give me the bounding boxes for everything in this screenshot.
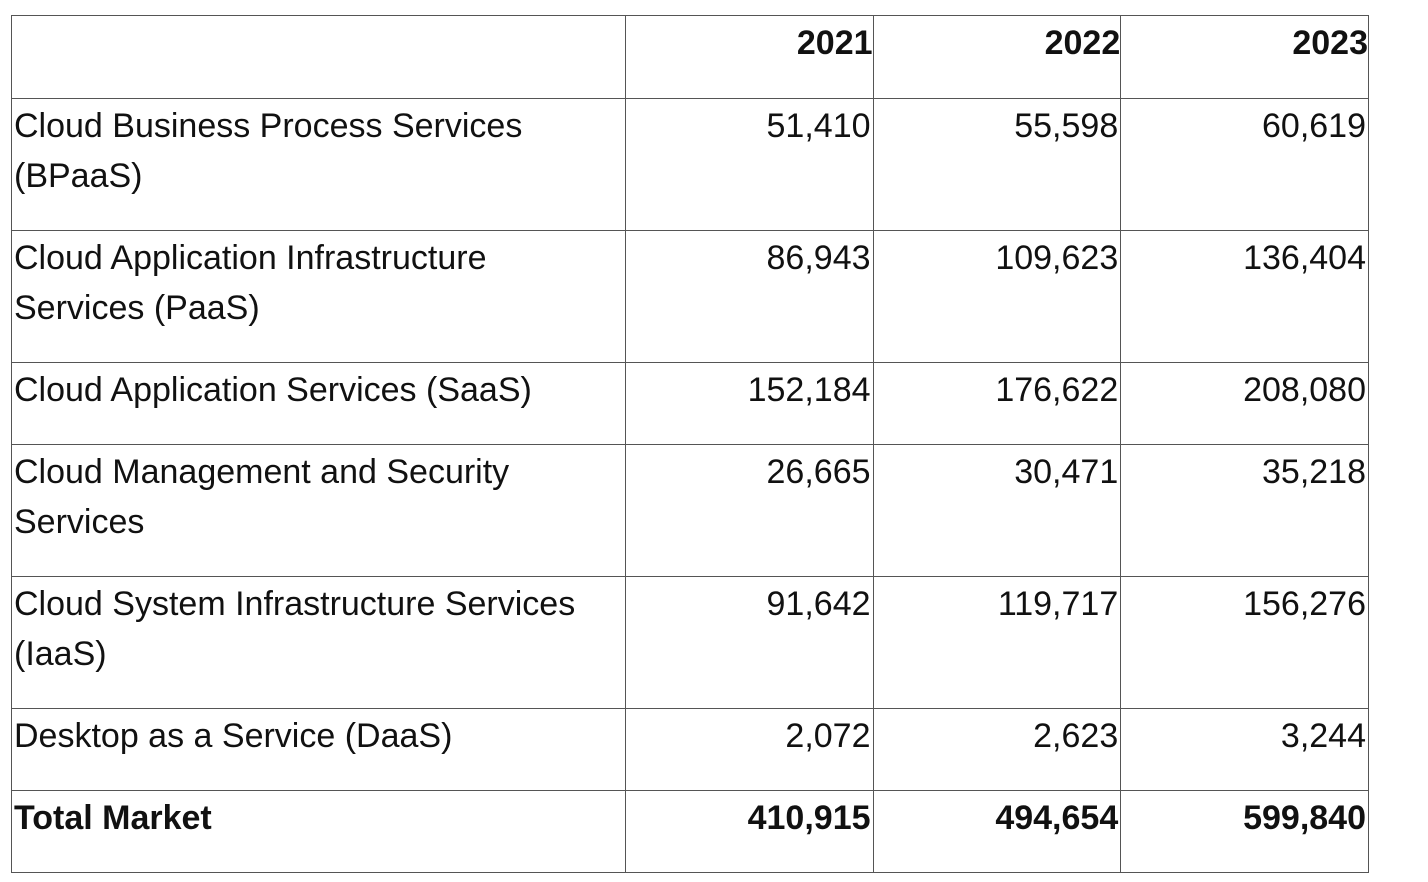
- cell-value: 2,623: [872, 708, 1122, 791]
- header-corner-cell: [11, 15, 626, 99]
- row-label: Cloud Management and Security Services: [11, 444, 626, 577]
- cell-value: 176,622: [872, 362, 1122, 445]
- cell-value: 55,598: [872, 98, 1122, 231]
- row-label: Cloud Application Infrastructure Service…: [11, 230, 626, 363]
- cell-value: 86,943: [624, 230, 874, 363]
- table-row: Cloud Application Services (SaaS) 152,18…: [11, 362, 1369, 445]
- cell-value: 109,623: [872, 230, 1122, 363]
- cell-value: 2,072: [624, 708, 874, 791]
- cell-value: 156,276: [1120, 576, 1369, 709]
- cloud-services-table: 2021 2022 2023 Cloud Business Process Se…: [11, 15, 1369, 873]
- cell-value: 208,080: [1120, 362, 1369, 445]
- row-label: Cloud Business Process Services (BPaaS): [11, 98, 626, 231]
- cell-value: 35,218: [1120, 444, 1369, 577]
- cell-value: 136,404: [1120, 230, 1369, 363]
- cell-value: 51,410: [624, 98, 874, 231]
- header-year-2021: 2021: [624, 15, 874, 99]
- table-row: Desktop as a Service (DaaS) 2,072 2,623 …: [11, 708, 1369, 791]
- cell-value: 26,665: [624, 444, 874, 577]
- cell-value: 91,642: [624, 576, 874, 709]
- total-value: 599,840: [1120, 790, 1369, 873]
- row-label: Cloud Application Services (SaaS): [11, 362, 626, 445]
- row-label: Desktop as a Service (DaaS): [11, 708, 626, 791]
- header-row: 2021 2022 2023: [11, 15, 1369, 99]
- table-row: Cloud System Infrastructure Services (Ia…: [11, 576, 1369, 709]
- cell-value: 119,717: [872, 576, 1122, 709]
- table-row: Cloud Business Process Services (BPaaS) …: [11, 98, 1369, 231]
- cell-value: 30,471: [872, 444, 1122, 577]
- total-value: 494,654: [872, 790, 1122, 873]
- header-year-2023: 2023: [1120, 15, 1369, 99]
- cell-value: 60,619: [1120, 98, 1369, 231]
- total-label: Total Market: [11, 790, 626, 873]
- row-label: Cloud System Infrastructure Services (Ia…: [11, 576, 626, 709]
- header-year-2022: 2022: [872, 15, 1122, 99]
- cell-value: 152,184: [624, 362, 874, 445]
- table-row: Cloud Application Infrastructure Service…: [11, 230, 1369, 363]
- table-row: Cloud Management and Security Services 2…: [11, 444, 1369, 577]
- total-row: Total Market 410,915 494,654 599,840: [11, 790, 1369, 873]
- cell-value: 3,244: [1120, 708, 1369, 791]
- total-value: 410,915: [624, 790, 874, 873]
